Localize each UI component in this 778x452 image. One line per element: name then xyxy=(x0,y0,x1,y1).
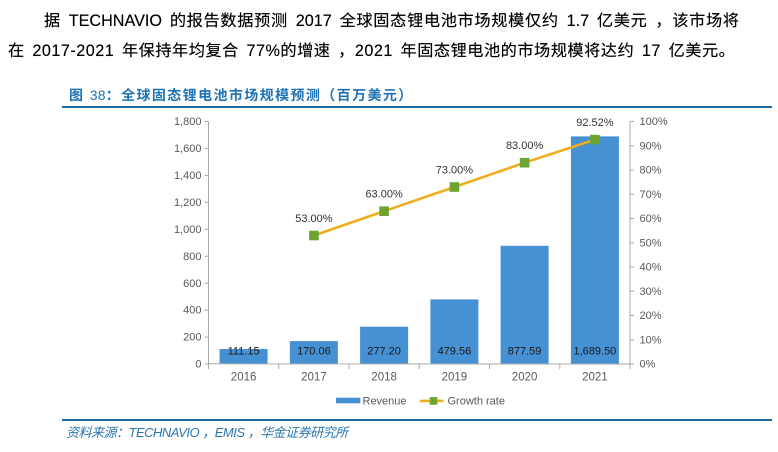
svg-text:40%: 40% xyxy=(640,262,662,274)
svg-text:1,200: 1,200 xyxy=(174,197,202,209)
svg-text:53.00%: 53.00% xyxy=(295,213,333,225)
svg-text:50%: 50% xyxy=(640,237,662,249)
svg-text:170.06: 170.06 xyxy=(297,346,331,358)
svg-text:2019: 2019 xyxy=(442,372,468,384)
svg-text:400: 400 xyxy=(183,305,201,317)
svg-text:600: 600 xyxy=(183,278,201,290)
svg-text:111.15: 111.15 xyxy=(228,346,260,358)
svg-text:100%: 100% xyxy=(640,116,668,128)
svg-text:80%: 80% xyxy=(640,165,662,177)
svg-text:2017: 2017 xyxy=(301,372,327,384)
svg-text:0: 0 xyxy=(195,359,201,371)
svg-text:0%: 0% xyxy=(640,359,656,371)
svg-text:2018: 2018 xyxy=(371,372,397,384)
svg-text:20%: 20% xyxy=(640,310,662,322)
svg-text:2021: 2021 xyxy=(582,372,608,384)
svg-text:877.59: 877.59 xyxy=(508,346,542,358)
svg-text:800: 800 xyxy=(183,251,201,263)
svg-text:1,000: 1,000 xyxy=(174,224,202,236)
svg-text:479.56: 479.56 xyxy=(438,346,472,358)
svg-text:73.00%: 73.00% xyxy=(436,165,474,177)
svg-text:70%: 70% xyxy=(640,189,662,201)
svg-text:83.00%: 83.00% xyxy=(506,140,544,152)
svg-text:1,800: 1,800 xyxy=(174,116,202,128)
svg-text:Revenue: Revenue xyxy=(363,395,407,407)
svg-text:90%: 90% xyxy=(640,140,662,152)
svg-text:60%: 60% xyxy=(640,213,662,225)
svg-text:200: 200 xyxy=(183,332,201,344)
svg-text:10%: 10% xyxy=(640,334,662,346)
svg-text:1,689.50: 1,689.50 xyxy=(573,346,616,358)
svg-text:63.00%: 63.00% xyxy=(365,189,403,201)
svg-text:1,600: 1,600 xyxy=(174,143,202,155)
svg-text:92.52%: 92.52% xyxy=(576,117,614,129)
svg-text:1,400: 1,400 xyxy=(174,170,202,182)
svg-text:Growth rate: Growth rate xyxy=(448,395,505,407)
svg-text:2016: 2016 xyxy=(231,372,257,384)
svg-text:30%: 30% xyxy=(640,286,662,298)
svg-text:277.20: 277.20 xyxy=(367,346,401,358)
svg-text:2020: 2020 xyxy=(512,372,538,384)
